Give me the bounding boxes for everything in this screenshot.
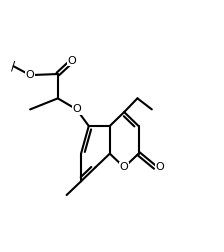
Text: O: O — [68, 56, 77, 66]
Text: O: O — [120, 162, 129, 172]
Text: O: O — [155, 162, 164, 172]
Text: /: / — [11, 60, 16, 73]
Text: O: O — [72, 104, 81, 114]
Text: O: O — [26, 70, 34, 80]
